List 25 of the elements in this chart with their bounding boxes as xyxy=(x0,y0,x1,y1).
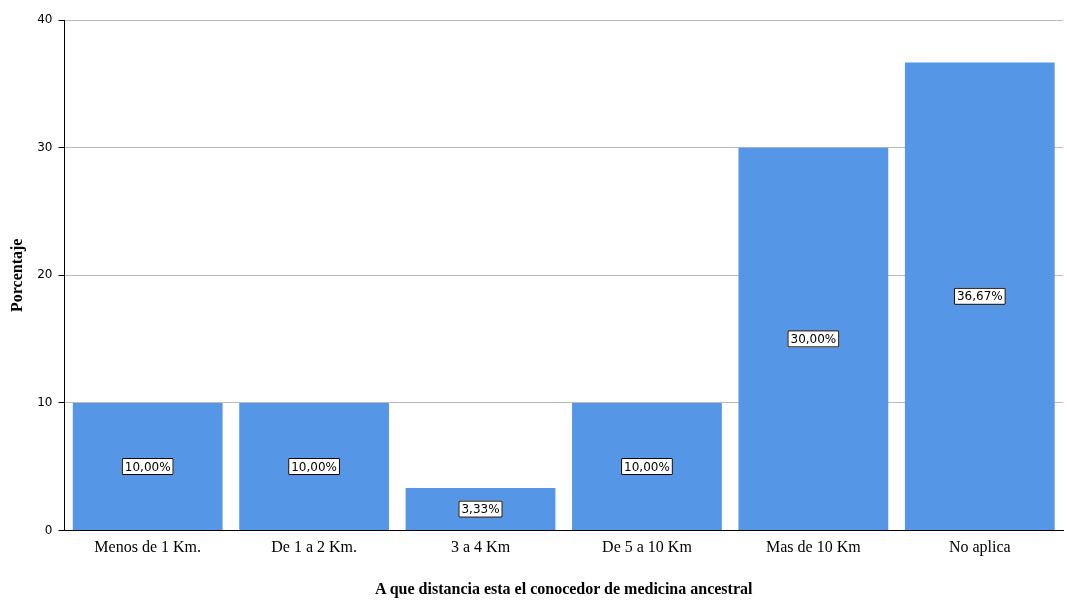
x-tick-label: 3 a 4 Km xyxy=(450,538,511,556)
bar xyxy=(738,147,889,531)
x-tick-label: De 5 a 10 Km xyxy=(602,538,693,556)
y-tick-label: 20 xyxy=(37,267,53,282)
x-tick-label: No aplica xyxy=(948,538,1011,557)
y-tick-label: 0 xyxy=(44,522,53,537)
bar xyxy=(572,402,722,531)
x-tick-label: Mas de 10 Km xyxy=(766,538,862,556)
data-label: 10,00% xyxy=(124,459,171,474)
data-label: 10,00% xyxy=(624,459,670,474)
x-axis-title: A que distancia esta el conocedor de medicina ancestral xyxy=(375,579,754,598)
bar xyxy=(405,488,556,531)
data-label: 30,00% xyxy=(790,332,837,346)
y-tick-label: 30 xyxy=(37,139,53,154)
bar xyxy=(239,402,389,531)
data-label: 3,33% xyxy=(461,502,500,517)
bar xyxy=(72,402,223,531)
x-tick-label: Menos de 1 Km. xyxy=(94,538,202,556)
y-tick-label: 10 xyxy=(37,395,53,410)
y-tick-label: 40 xyxy=(37,12,53,27)
data-label: 10,00% xyxy=(291,459,337,474)
data-label: 36,67% xyxy=(956,289,1003,304)
x-tick-label: De 1 a 2 Km. xyxy=(271,538,357,556)
y-axis-title: Porcentaje xyxy=(7,238,26,313)
bar xyxy=(904,62,1055,531)
